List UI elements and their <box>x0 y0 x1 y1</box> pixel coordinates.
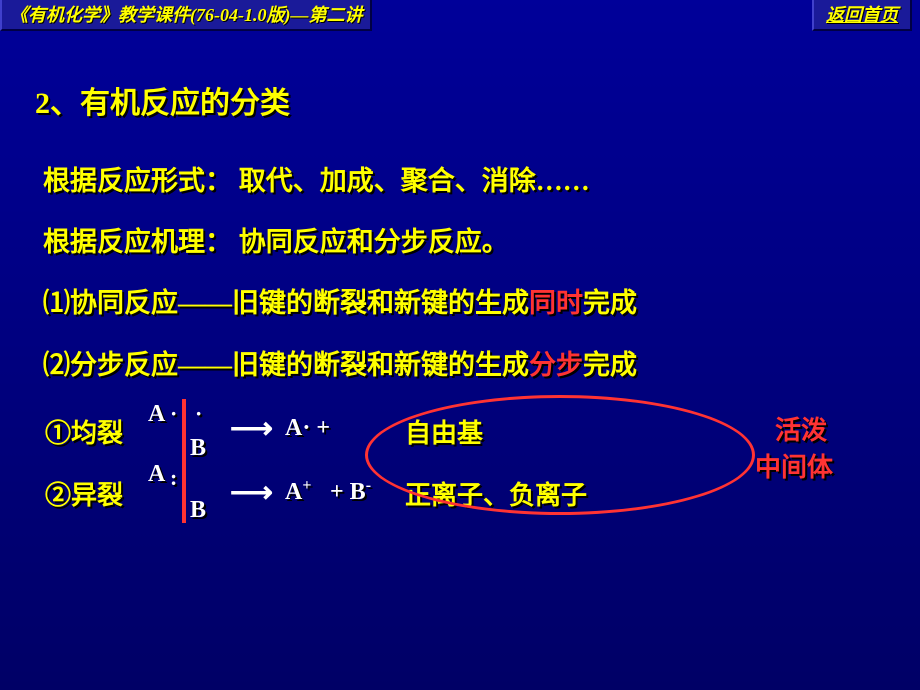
bond-cleavage-diagram: ①均裂 ②异裂 A · · B A : B ⟶ ⟶ A· + 自由基 A+ + … <box>35 405 885 555</box>
label-active: 活泼 <box>775 410 827 447</box>
atom-b1: B <box>190 435 206 462</box>
header-bar: 《有机化学》教学课件(76-04-1.0版)—第二讲 返回首页 <box>0 0 920 28</box>
return-home-link[interactable]: 返回首页 <box>812 0 912 31</box>
concerted-emphasis: 同时 <box>529 288 583 318</box>
line-stepwise: ⑵分步反应——旧键的断裂和新键的生成分步完成 <box>43 344 885 387</box>
stepwise-suffix: 完成 <box>583 350 637 380</box>
arrow-1: ⟶ <box>230 411 273 446</box>
label-intermediate: 中间体 <box>755 447 833 484</box>
slide-title-bar: 《有机化学》教学课件(76-04-1.0版)—第二讲 <box>0 0 372 31</box>
label-homolysis: ①均裂 <box>45 413 123 450</box>
concerted-prefix: ⑴协同反应——旧键的断裂和新键的生成 <box>43 288 529 318</box>
concerted-suffix: 完成 <box>583 288 637 318</box>
dot-a2: : <box>170 465 177 491</box>
dot-b1-hidden: · <box>195 401 202 427</box>
stepwise-prefix: ⑵分步反应——旧键的断裂和新键的生成 <box>43 350 529 380</box>
line-reaction-form: 根据反应形式： 取代、加成、聚合、消除…… <box>43 160 885 203</box>
dot-a1: · <box>170 401 177 427</box>
atom-b2: B <box>190 497 206 524</box>
arrow-2: ⟶ <box>230 475 273 510</box>
circle-annotation <box>365 395 755 515</box>
slide-content: 2、有机反应的分类 根据反应形式： 取代、加成、聚合、消除…… 根据反应机理： … <box>0 28 920 555</box>
line-concerted: ⑴协同反应——旧键的断裂和新键的生成同时完成 <box>43 282 885 325</box>
cleavage-bar-2 <box>182 461 186 523</box>
stepwise-emphasis: 分步 <box>529 350 583 380</box>
line-reaction-mechanism: 根据反应机理： 协同反应和分步反应。 <box>43 221 885 264</box>
product-cation-a: A+ <box>285 477 311 506</box>
product-anion-b: + B- <box>330 477 371 506</box>
product-radical-a: A· + <box>285 415 330 442</box>
atom-a2: A <box>148 461 165 488</box>
atom-a1: A <box>148 401 165 428</box>
section-heading: 2、有机反应的分类 <box>35 78 885 122</box>
label-heterolysis: ②异裂 <box>45 475 123 512</box>
cleavage-bar-1 <box>182 399 186 461</box>
